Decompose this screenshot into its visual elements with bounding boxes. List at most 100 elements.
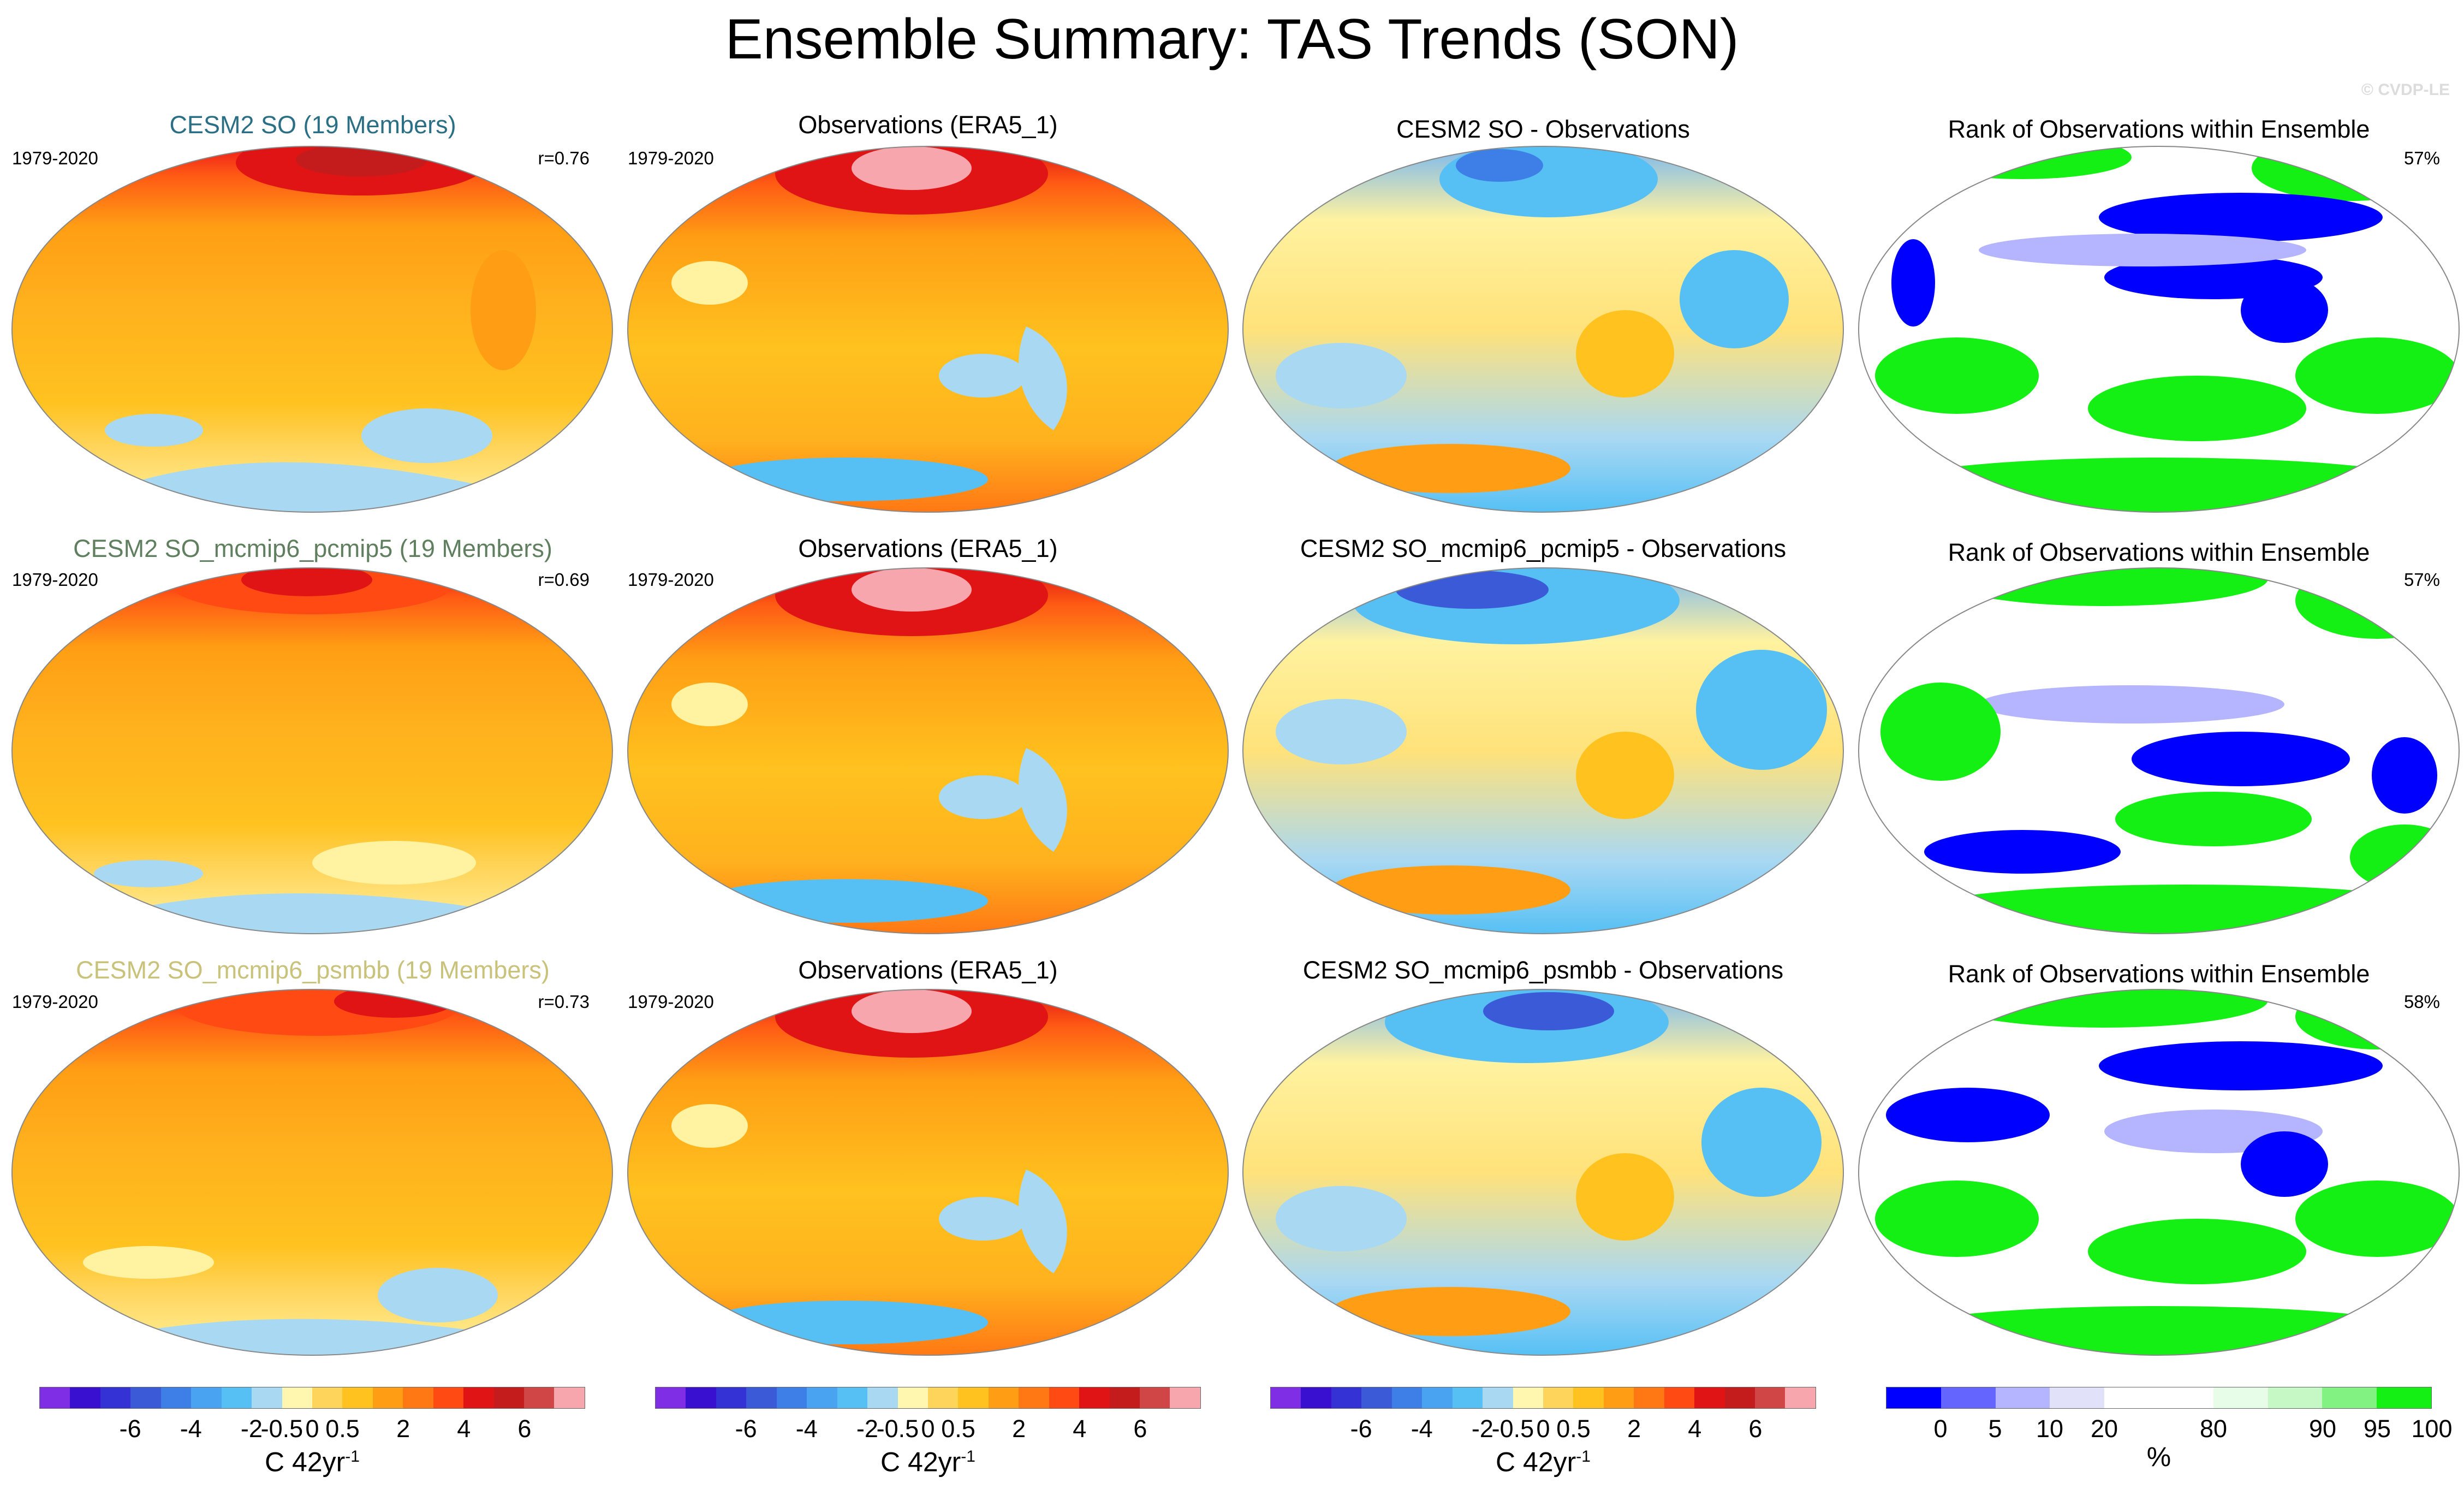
trend-colorbar-units-1: C 42yr-1 [265, 1446, 360, 1478]
colorbar-swatch [1513, 1387, 1543, 1408]
colorbar-swatch [1391, 1387, 1423, 1408]
credit-watermark: © CVDP-LE [2361, 81, 2450, 99]
rank-panel-title-1: Rank of Observations within Ensemble [1948, 115, 2370, 143]
model-trend-map-2 [11, 567, 613, 934]
model-panel-title-3: CESM2 SO_mcmip6_psmbb (19 Members) [76, 956, 550, 984]
colorbar-swatch [807, 1387, 837, 1408]
obs-trend-map-2 [627, 567, 1229, 934]
colorbar-swatch [2158, 1387, 2213, 1408]
colorbar-swatch [1941, 1387, 1996, 1408]
colorbar-swatch [1755, 1387, 1785, 1408]
colorbar-swatch [2213, 1387, 2268, 1408]
figure-title: Ensemble Summary: TAS Trends (SON) [725, 8, 1739, 71]
rank-panel-title-3: Rank of Observations within Ensemble [1948, 960, 2370, 988]
obs-panel-title-1: Observations (ERA5_1) [798, 111, 1058, 139]
obs-period-1: 1979-2020 [628, 148, 714, 168]
colorbar-swatch [1664, 1387, 1695, 1408]
colorbar-swatch [1785, 1387, 1816, 1408]
rank-percent-2: 57% [2403, 570, 2440, 590]
colorbar-tick-label: 4 [1073, 1415, 1087, 1443]
diff-panel-title-3: CESM2 SO_mcmip6_psmbb - Observations [1302, 956, 1784, 984]
colorbar-swatch [2322, 1387, 2377, 1408]
obs-trend-map-3 [627, 989, 1229, 1356]
rank-percent-1: 57% [2403, 148, 2440, 168]
obs-trend-map-1 [627, 146, 1229, 513]
colorbar-swatch [1140, 1387, 1170, 1408]
trend-colorbar-3 [1270, 1387, 1816, 1409]
model-period-2: 1979-2020 [12, 570, 98, 590]
colorbar-tick-label: 100 [2411, 1415, 2453, 1443]
colorbar-swatch [988, 1387, 1019, 1408]
colorbar-tick-label: 95 [2363, 1415, 2391, 1443]
colorbar-tick-label: 6 [517, 1415, 532, 1443]
colorbar-swatch [1361, 1387, 1392, 1408]
trend-colorbar-units-2: C 42yr-1 [880, 1446, 975, 1478]
colorbar-swatch [1019, 1387, 1049, 1408]
diff-panel-title-2: CESM2 SO_mcmip6_pcmip5 - Observations [1300, 535, 1787, 562]
colorbar-swatch [746, 1387, 777, 1408]
colorbar-swatch [776, 1387, 807, 1408]
diff-trend-map-3 [1242, 989, 1844, 1356]
colorbar-swatch [252, 1387, 282, 1408]
colorbar-swatch [130, 1387, 161, 1408]
colorbar-swatch [1079, 1387, 1110, 1408]
colorbar-swatch [403, 1387, 433, 1408]
colorbar-tick-label: -4 [795, 1415, 818, 1443]
colorbar-swatch [837, 1387, 868, 1408]
colorbar-tick-label: -2 [856, 1415, 878, 1443]
colorbar-swatch [160, 1387, 192, 1408]
colorbar-swatch [1724, 1387, 1755, 1408]
colorbar-swatch [554, 1387, 585, 1408]
colorbar-swatch [372, 1387, 403, 1408]
colorbar-swatch [656, 1387, 686, 1408]
colorbar-swatch [70, 1387, 100, 1408]
model-period-3: 1979-2020 [12, 992, 98, 1012]
colorbar-swatch [686, 1387, 716, 1408]
model-trend-map-1 [11, 146, 613, 513]
colorbar-tick-label: 0 [305, 1415, 319, 1443]
colorbar-tick-label: -6 [1350, 1415, 1372, 1443]
colorbar-swatch [1483, 1387, 1513, 1408]
colorbar-swatch [716, 1387, 747, 1408]
colorbar-swatch [463, 1387, 494, 1408]
colorbar-swatch [221, 1387, 252, 1408]
colorbar-tick-label: 0 [1933, 1415, 1948, 1443]
obs-panel-title-3: Observations (ERA5_1) [798, 956, 1058, 984]
colorbar-swatch [1886, 1387, 1941, 1408]
colorbar-swatch [1170, 1387, 1200, 1408]
colorbar-tick-label: -2 [240, 1415, 263, 1443]
colorbar-swatch [191, 1387, 222, 1408]
colorbar-swatch [1573, 1387, 1604, 1408]
colorbar-tick-label: -0.5 [876, 1415, 919, 1443]
colorbar-tick-label: 20 [2090, 1415, 2118, 1443]
rank-percent-3: 58% [2403, 992, 2440, 1012]
colorbar-tick-label: 80 [2199, 1415, 2228, 1443]
model-panel-title-1: CESM2 SO (19 Members) [169, 111, 456, 139]
colorbar-swatch [2050, 1387, 2105, 1408]
colorbar-swatch [493, 1387, 524, 1408]
colorbar-tick-label: -6 [735, 1415, 757, 1443]
colorbar-tick-label: 0 [1536, 1415, 1550, 1443]
diff-trend-map-1 [1242, 146, 1844, 513]
colorbar-swatch [897, 1387, 928, 1408]
colorbar-tick-label: 0 [921, 1415, 935, 1443]
model-period-1: 1979-2020 [12, 148, 98, 168]
correlation-2: r=0.69 [538, 570, 590, 590]
colorbar-tick-label: 90 [2308, 1415, 2337, 1443]
colorbar-tick-label: -0.5 [260, 1415, 303, 1443]
colorbar-tick-label: -4 [180, 1415, 202, 1443]
diff-panel-title-1: CESM2 SO - Observations [1396, 115, 1690, 143]
colorbar-swatch [927, 1387, 959, 1408]
colorbar-tick-label: -0.5 [1491, 1415, 1534, 1443]
colorbar-swatch [958, 1387, 989, 1408]
colorbar-swatch [1109, 1387, 1140, 1408]
colorbar-swatch [1301, 1387, 1331, 1408]
colorbar-swatch [433, 1387, 464, 1408]
colorbar-tick-label: 2 [1012, 1415, 1026, 1443]
colorbar-swatch [2267, 1387, 2323, 1408]
rank-map-2 [1858, 567, 2460, 934]
colorbar-swatch [1603, 1387, 1634, 1408]
colorbar-tick-label: -6 [119, 1415, 141, 1443]
colorbar-swatch [1995, 1387, 2050, 1408]
correlation-1: r=0.76 [538, 148, 590, 168]
